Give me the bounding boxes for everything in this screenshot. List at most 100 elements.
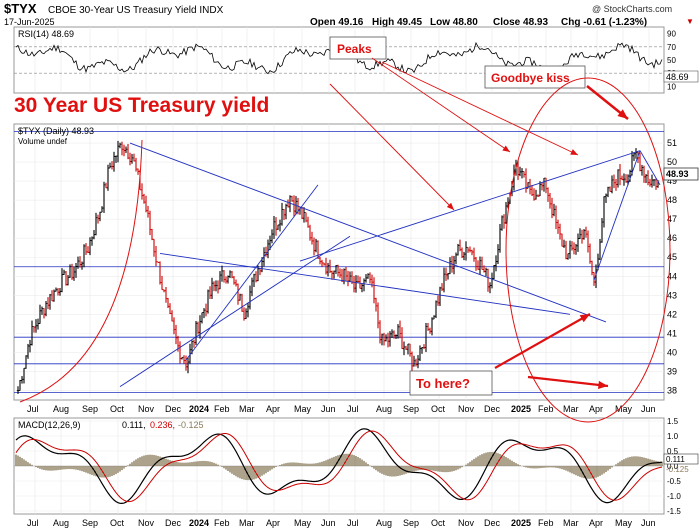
change-value: Chg -0.61 (-1.23%): [561, 17, 647, 28]
price-tick-label: 40: [667, 347, 677, 357]
x-tick-label: Oct: [110, 404, 125, 414]
x-tick-label: Oct: [431, 518, 446, 528]
x-tick-label: Apr: [266, 404, 280, 414]
change-down-arrow-icon: ▼: [686, 17, 694, 26]
x-tick-label: May: [294, 404, 312, 414]
to-here-arrow-right-head: [598, 380, 608, 389]
x-tick-label: Jun: [321, 518, 336, 528]
x-tick-label: Mar: [239, 404, 255, 414]
macd-line: [15, 428, 663, 505]
goodbye-kiss-arrow-head: [617, 109, 628, 119]
rsi-tick-label: 50: [667, 56, 676, 65]
macd-tag-box: [663, 453, 699, 465]
x-tick-label: Nov: [458, 518, 475, 528]
x-tick-label: Apr: [266, 518, 280, 528]
price-tick-label: 47: [667, 214, 677, 224]
x-tick-label: Jun: [641, 404, 656, 414]
x-tick-label: Dec: [165, 404, 182, 414]
x-axis-price: Jul Aug Sep Oct Nov Dec 2024 Feb Mar Apr May Jun Jul…: [27, 404, 656, 414]
x-tick-label: May: [294, 518, 312, 528]
price-panel: [13, 123, 665, 401]
x-tick-label: Feb: [214, 404, 230, 414]
x-tick-label: Nov: [138, 404, 155, 414]
x-tick-label: Dec: [484, 518, 501, 528]
price-tick-label: 43: [667, 290, 677, 300]
price-tick-label: 45: [667, 252, 677, 262]
peaks-arrow-2: [371, 57, 511, 153]
price-axis: 51 50 49 48 47 46 45 44 43 42 41 40 39 38: [667, 138, 677, 395]
to-here-arrow-up-head: [579, 314, 590, 323]
rsi-tick-label: 10: [667, 82, 676, 91]
to-here-arrow-right: [527, 375, 609, 388]
macd-hist-tag: -0.125: [666, 465, 689, 474]
x-tick-label: Mar: [239, 518, 255, 528]
price-tick-label: 49: [667, 176, 677, 186]
x-tick-label: Feb: [214, 518, 230, 528]
x-tick-label: May: [615, 518, 633, 528]
high-value: High 49.45: [372, 17, 422, 28]
price-tick-label: 41: [667, 328, 677, 338]
macd-label: MACD(12,26,9): [18, 420, 81, 430]
x-tick-label: 2025: [511, 518, 531, 528]
price-legend: $TYX (Daily) 48.93: [18, 126, 94, 136]
instrument-name: CBOE 30-Year US Treasury Yield INDX: [48, 5, 224, 16]
annotation-ellipse: [505, 77, 671, 423]
horizontal-support-lines: [14, 131, 664, 393]
low-value: Low 48.80: [430, 17, 478, 28]
x-axis-macd: Jul Aug Sep Oct Nov Dec 2024 Feb Mar Apr May Jun Jul…: [27, 518, 656, 528]
price-tick-label: 44: [667, 271, 677, 281]
annotation-to-here: To here?: [416, 376, 470, 391]
rsi-label: RSI(14) 48.69: [18, 29, 74, 39]
macd-signal-line: [15, 430, 663, 503]
price-tick-label: 48: [667, 195, 677, 205]
macd-signal-value: 0.236,: [150, 420, 175, 430]
x-tick-label: Jul: [347, 404, 359, 414]
x-tick-label: Sep: [82, 518, 98, 528]
rsi-tick-label: 70: [667, 43, 676, 52]
trendline: [593, 150, 641, 281]
price-value-tag: 48.93: [666, 169, 689, 179]
peaks-arrow-1-head: [446, 202, 454, 210]
trendline: [639, 150, 661, 186]
rsi-tick-label: 90: [667, 30, 676, 39]
trendline: [299, 150, 641, 262]
x-tick-label: Jun: [641, 518, 656, 528]
x-tick-label: Jul: [347, 518, 359, 528]
volume-legend: Volume undef: [18, 137, 68, 146]
rsi-value-tag-box: [663, 70, 699, 83]
peaks-arrow-1: [329, 83, 455, 211]
x-tick-label: 2025: [511, 404, 531, 414]
price-grid: [14, 124, 664, 400]
macd-tick-label: 1.0: [667, 432, 679, 441]
close-value: Close 48.93: [493, 17, 548, 28]
ohlc-bars: [16, 140, 660, 394]
price-tick-label: 39: [667, 366, 677, 376]
macd-tick-label: 0.5: [667, 447, 679, 456]
trendline: [119, 235, 351, 388]
macd-tick-label: 1.5: [667, 417, 679, 426]
x-tick-label: Sep: [82, 404, 98, 414]
x-tick-label: 2024: [189, 518, 209, 528]
trendline: [185, 184, 319, 361]
macd-tick-label: 0.0: [667, 462, 679, 471]
x-tick-label: Jul: [27, 518, 39, 528]
x-tick-label: Dec: [165, 518, 182, 528]
x-tick-label: Dec: [484, 404, 501, 414]
annotation-arc: [19, 139, 143, 403]
x-tick-label: Aug: [53, 518, 69, 528]
stockcharts-credit: @ StockCharts.com: [592, 4, 672, 14]
x-tick-label: May: [615, 404, 633, 414]
price-value-tag-box: [663, 167, 699, 181]
x-tick-label: Feb: [538, 518, 554, 528]
chart-date: 17-Jun-2025: [4, 17, 55, 27]
x-tick-label: Oct: [431, 404, 446, 414]
x-tick-label: Nov: [458, 404, 475, 414]
macd-tag: 0.111: [666, 455, 685, 464]
to-here-arrow-up: [494, 313, 591, 369]
tohere-box: [409, 370, 493, 396]
macd-tick-label: -0.5: [667, 477, 681, 486]
price-tick-label: 46: [667, 233, 677, 243]
x-tick-label: Sep: [403, 404, 419, 414]
x-tick-label: Mar: [563, 404, 579, 414]
